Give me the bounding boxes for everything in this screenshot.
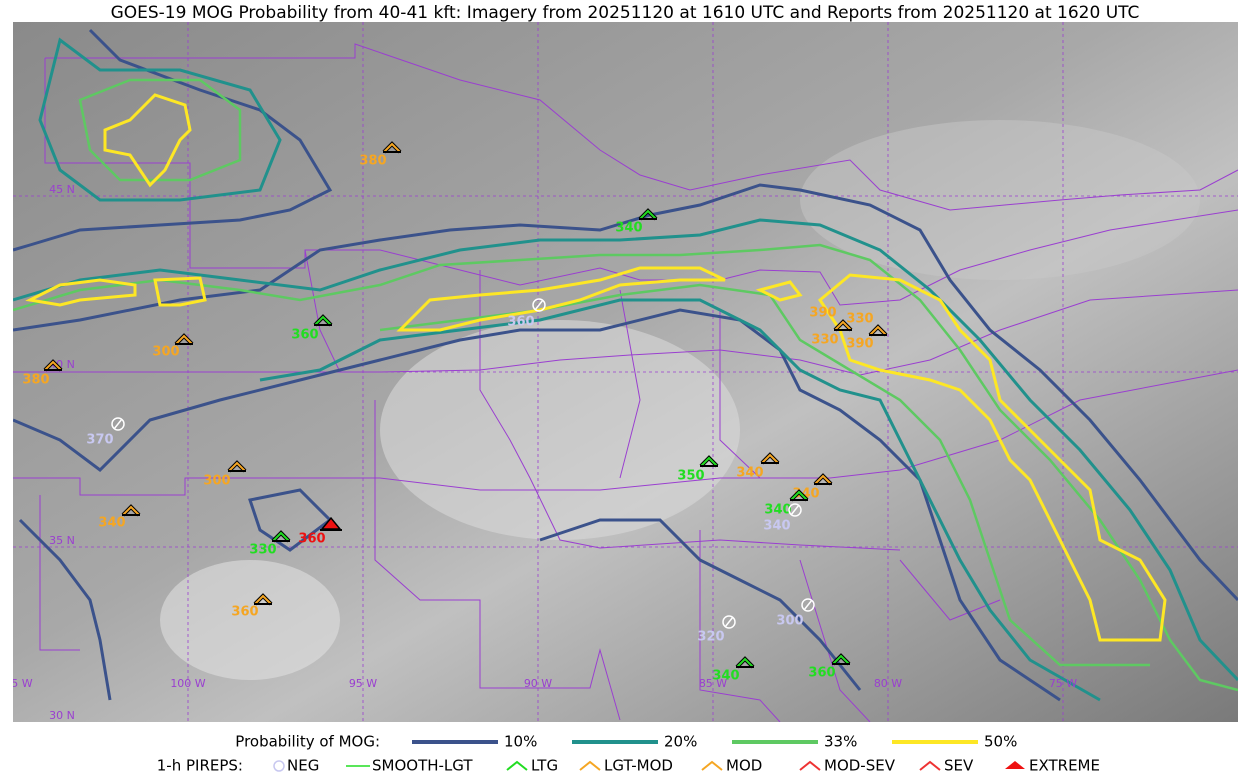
legend-symbol bbox=[506, 760, 528, 771]
pirep-label: 360 bbox=[507, 315, 534, 330]
legend-label: MOD bbox=[726, 757, 762, 775]
grid-label: 100 W bbox=[170, 677, 205, 690]
grid-label: 35 N bbox=[49, 534, 75, 547]
grid-label: 30 N bbox=[49, 709, 75, 722]
pirep-symbol bbox=[122, 505, 140, 516]
borders bbox=[13, 43, 1238, 722]
grid-label: 105 W bbox=[0, 677, 33, 690]
pirep-label: 340 bbox=[98, 516, 125, 531]
pirep-label: 380 bbox=[22, 373, 49, 388]
pirep-label: 340 bbox=[712, 669, 739, 684]
legend-label: LGT-MOD bbox=[604, 757, 673, 775]
legend-label: 20% bbox=[664, 733, 697, 751]
pirep-symbol bbox=[761, 453, 779, 464]
grid-label: 90 W bbox=[524, 677, 552, 690]
pirep-symbol bbox=[532, 298, 546, 312]
pirep-symbol bbox=[534, 299, 544, 311]
pirep-label: 300 bbox=[152, 345, 179, 360]
legend-label: NEG bbox=[287, 757, 319, 775]
pirep-symbol bbox=[639, 209, 657, 220]
pirep-symbol bbox=[383, 142, 401, 153]
legend-label: 33% bbox=[824, 733, 857, 751]
grid-labels: 45 N 40 N 35 N 30 N 105 W 100 W 95 W 90 W 85 W 80… bbox=[0, 183, 1077, 722]
pirep-symbol bbox=[113, 418, 123, 430]
pirep-label: 360 bbox=[298, 532, 325, 547]
pirep-symbol bbox=[254, 594, 272, 605]
pirep-label: 340 bbox=[615, 221, 642, 236]
pirep-label: 360 bbox=[808, 666, 835, 681]
legend-label: SMOOTH-LGT bbox=[372, 757, 473, 775]
pirep-symbol bbox=[832, 654, 850, 665]
pirep-symbol bbox=[790, 490, 808, 501]
legend-title: 1-h PIREPS: bbox=[157, 757, 243, 775]
pirep-label: 370 bbox=[86, 433, 113, 448]
pirep-label: 340 bbox=[763, 519, 790, 534]
pirep-symbol bbox=[175, 334, 193, 345]
grid-lines bbox=[13, 22, 1238, 722]
grid-label: 80 W bbox=[874, 677, 902, 690]
pirep-symbol bbox=[801, 598, 815, 612]
pirep-label: 390 bbox=[809, 306, 836, 321]
pirep-symbol bbox=[803, 599, 813, 611]
legend-label: EXTREME bbox=[1029, 757, 1100, 775]
pirep-symbol bbox=[869, 325, 887, 336]
grid-label: 75 W bbox=[1049, 677, 1077, 690]
legend-label: MOD-SEV bbox=[824, 757, 896, 775]
legend-symbol bbox=[701, 760, 723, 771]
pirep-symbol bbox=[834, 320, 852, 331]
pirep-symbol bbox=[736, 657, 754, 668]
legend-label: 10% bbox=[504, 733, 537, 751]
pirep-symbol bbox=[272, 531, 290, 542]
pirep-symbol bbox=[814, 474, 832, 485]
grid-label: 45 N bbox=[49, 183, 75, 196]
pirep-label: 340 bbox=[736, 466, 763, 481]
legend: Probability of MOG: 10% 20% 33% 50% 1-h PIREP… bbox=[157, 733, 1100, 775]
pirep-label: 300 bbox=[776, 614, 803, 629]
pirep-symbol bbox=[790, 504, 800, 516]
pirep-label: 330 bbox=[249, 543, 276, 558]
pirep-symbol bbox=[228, 461, 246, 472]
pirep-label: 300 bbox=[203, 474, 230, 489]
pirep-label: 360 bbox=[231, 605, 258, 620]
cloud bbox=[160, 560, 340, 680]
pirep-symbol bbox=[722, 615, 736, 629]
legend-label: 50% bbox=[984, 733, 1017, 751]
pirep-label: 340 bbox=[764, 503, 791, 518]
legend-symbol bbox=[1005, 761, 1025, 769]
pirep-symbol bbox=[700, 456, 718, 467]
legend-symbol bbox=[579, 760, 601, 771]
legend-title: Probability of MOG: bbox=[235, 733, 380, 751]
pirep-label: 360 bbox=[291, 328, 318, 343]
legend-symbol bbox=[919, 760, 941, 771]
cloud bbox=[800, 120, 1200, 280]
pirep-symbol bbox=[314, 315, 332, 326]
map: 45 N 40 N 35 N 30 N 105 W 100 W 95 W 90 W 85 W 80… bbox=[0, 22, 1238, 722]
title: GOES-19 MOG Probability from 40-41 kft: … bbox=[111, 3, 1140, 23]
pirep-label: 330 bbox=[811, 333, 838, 348]
pirep-symbol bbox=[788, 503, 802, 517]
pirep-symbol bbox=[724, 616, 734, 628]
legend-symbol bbox=[273, 760, 285, 772]
grid-label: 95 W bbox=[349, 677, 377, 690]
grid-label: 40 N bbox=[49, 358, 75, 371]
grid-label: 85 W bbox=[699, 677, 727, 690]
pirep-label: 330 bbox=[846, 312, 873, 327]
pirep-symbol bbox=[44, 360, 62, 371]
cloud bbox=[380, 320, 740, 540]
legend-label: LTG bbox=[531, 757, 558, 775]
pirep-label: 390 bbox=[846, 337, 873, 352]
pirep-label: 320 bbox=[697, 630, 724, 645]
legend-symbol bbox=[799, 760, 821, 771]
legend-label: SEV bbox=[944, 757, 974, 775]
pirep-symbol bbox=[111, 417, 125, 431]
mog-contours bbox=[13, 28, 1238, 702]
pirep-label: 350 bbox=[677, 469, 704, 484]
pirep-label: 380 bbox=[359, 154, 386, 169]
